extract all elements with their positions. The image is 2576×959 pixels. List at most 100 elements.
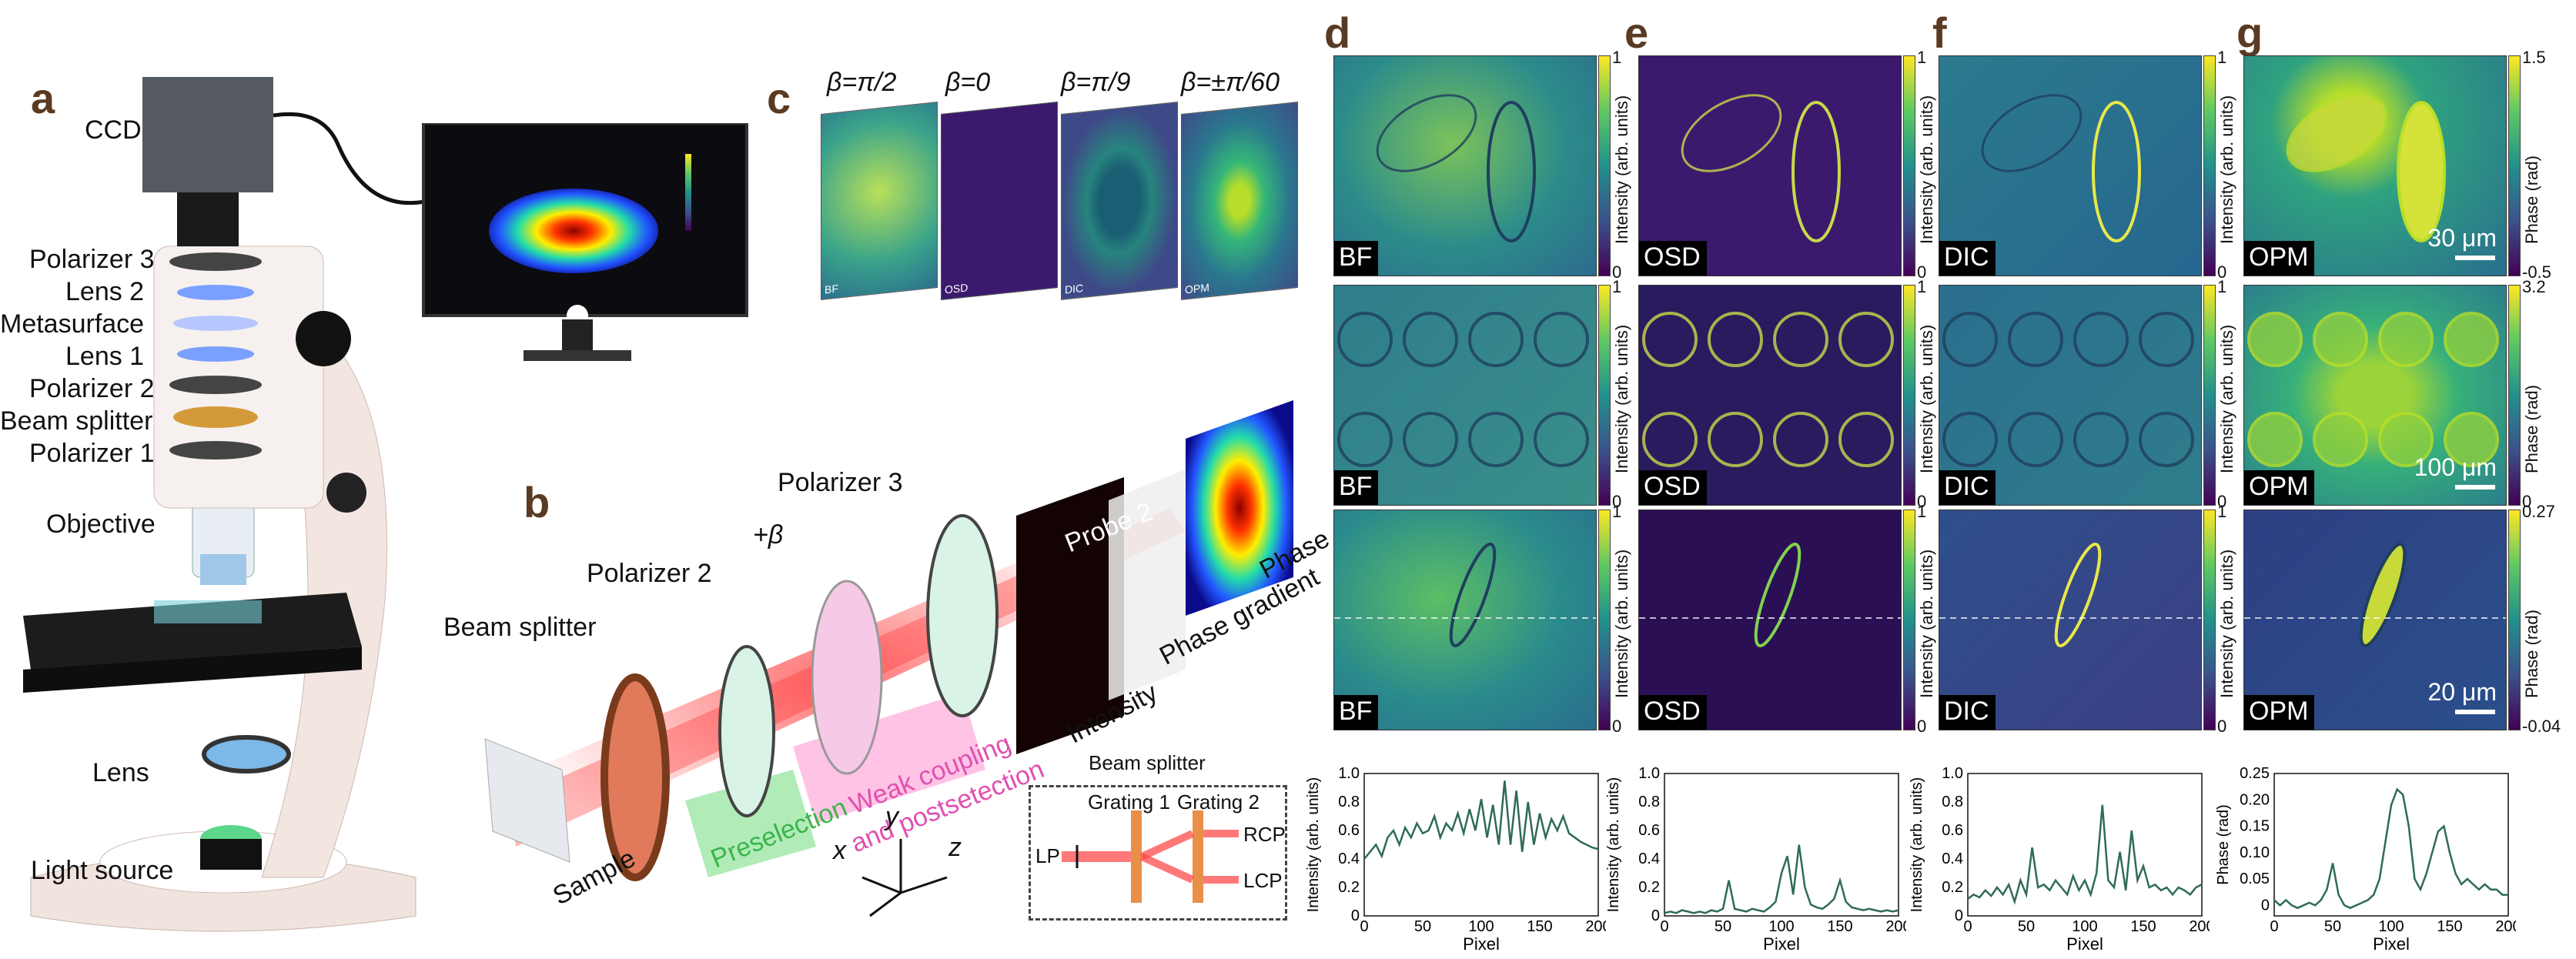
- label-polarizer-3: Polarizer 3: [29, 245, 155, 274]
- series-line: [1363, 780, 1599, 860]
- x-tick-label: 50: [1715, 918, 1731, 935]
- image-tag: DIC: [1939, 695, 1996, 730]
- cell-shapes: [1376, 94, 1536, 242]
- beta-tag-osd: OSD: [945, 281, 969, 296]
- plot-frame: [1363, 773, 1599, 917]
- x-axis-label: Pixel: [2066, 934, 2103, 954]
- colorbar-title: Intensity (arb. units): [1612, 549, 1631, 698]
- inset-diagram: [1062, 810, 1239, 903]
- colorbar: [2508, 285, 2521, 506]
- image-tag: DIC: [1939, 470, 1996, 505]
- cell-shapes: [1337, 312, 1589, 467]
- label-lens: Lens: [92, 758, 149, 787]
- beta-tag-opm: OPM: [1185, 281, 1209, 296]
- image-dic-row-1: DIC: [1939, 55, 2202, 276]
- colorbar-title: Intensity (arb. units): [1612, 324, 1631, 473]
- y-tick-label: 0.05: [2240, 870, 2270, 887]
- image-osd-row-3: OSD: [1638, 510, 1902, 730]
- colorbar-title: Intensity (arb. units): [1917, 324, 1936, 473]
- colorbar-min: 0: [1612, 492, 1622, 511]
- y-tick-label: 0.25: [2240, 766, 2270, 782]
- colorbar-min: 0: [1612, 717, 1622, 736]
- y-axis-label: Intensity (arb. units): [1909, 777, 1925, 913]
- optical-setup-illustration: [477, 400, 1293, 881]
- x-axis-label: Pixel: [1463, 934, 1500, 954]
- image-opm-row-3: OPM 20 μm: [2243, 510, 2507, 730]
- scale-bar: [2455, 485, 2495, 490]
- y-tick-label: 0.2: [1942, 879, 1963, 896]
- inset-title: Beam splitter: [1089, 751, 1206, 774]
- colorbar: [1903, 510, 1915, 730]
- beta-tag-dic: DIC: [1065, 281, 1084, 296]
- colorbar-title: Intensity (arb. units): [1917, 549, 1936, 698]
- cell-shapes: [1939, 542, 2201, 648]
- x-axis-label: Pixel: [1763, 934, 1800, 954]
- x-tick-label: 100: [1468, 918, 1494, 935]
- label-lens-2: Lens 2: [65, 277, 145, 306]
- cell-shapes: [1681, 94, 1841, 242]
- y-tick-label: 0.20: [2240, 791, 2270, 808]
- y-axis-label: Intensity (arb. units): [1306, 777, 1322, 913]
- image-bf-row-3: BF: [1333, 510, 1597, 730]
- colorbar: [2203, 55, 2216, 276]
- y-tick-label: 0: [1955, 907, 1963, 924]
- x-tick-label: 100: [2072, 918, 2097, 935]
- cell-shapes: [1642, 312, 1894, 467]
- colorbar-title: Phase (rad): [2522, 385, 2541, 473]
- image-opm-row-2: OPM 100 μm: [2243, 285, 2507, 506]
- x-tick-label: 150: [2437, 918, 2462, 935]
- image-tag: OPM: [2244, 241, 2315, 276]
- line-chart-e: 0 50 100 150 200 0 0.2 0.4 0.6 0.8 1.0 Pixel Intensi…: [1606, 766, 1906, 954]
- colorbar-max: 1: [1917, 277, 1927, 296]
- x-tick-label: 0: [2270, 918, 2278, 935]
- cell-shapes: [2286, 94, 2446, 242]
- x-tick-label: 0: [1963, 918, 1972, 935]
- axis-z-label: z: [948, 833, 962, 862]
- image-osd-row-1: OSD: [1638, 55, 1902, 276]
- x-tick-label: 50: [2018, 918, 2035, 935]
- colorbar-max: 1: [1612, 277, 1622, 296]
- colorbar-title: Phase (rad): [2522, 610, 2541, 698]
- x-tick-label: 200: [1885, 918, 1906, 935]
- colorbar-max: 0.27: [2522, 502, 2555, 521]
- y-tick-label: 0: [1651, 907, 1660, 924]
- line-chart-f: 0 50 100 150 200 0 0.2 0.4 0.6 0.8 1.0 Pixel Intensi…: [1909, 766, 2210, 954]
- plot-frame: [2273, 773, 2509, 917]
- plot-frame: [1664, 773, 1899, 917]
- x-tick-label: 0: [1660, 918, 1668, 935]
- x-tick-label: 0: [1360, 918, 1368, 935]
- x-tick-label: 150: [1827, 918, 1852, 935]
- y-tick-label: 0.4: [1942, 850, 1963, 867]
- beta-image-osd: OSD: [941, 102, 1058, 300]
- series-line: [1967, 804, 2203, 905]
- cell-shapes: [2247, 312, 2499, 467]
- label-metasurface: Metasurface: [0, 309, 145, 339]
- image-tag: BF: [1334, 470, 1379, 505]
- label-ccd: CCD: [85, 115, 142, 145]
- panel-label-e: e: [1624, 8, 1649, 57]
- image-tag: DIC: [1939, 241, 1996, 276]
- x-tick-label: 150: [2130, 918, 2156, 935]
- inset-grating-1: Grating 1: [1088, 790, 1170, 814]
- beta-image-dic: DIC: [1061, 102, 1178, 300]
- y-axis-label: Intensity (arb. units): [1606, 777, 1622, 913]
- label-beta: +β: [753, 520, 784, 550]
- image-tag: OPM: [2244, 470, 2315, 505]
- colorbar: [1598, 55, 1611, 276]
- y-tick-label: 0.6: [1338, 822, 1360, 839]
- label-setup-beam-splitter: Beam splitter: [443, 613, 597, 642]
- colorbar-min: -0.04: [2522, 717, 2561, 736]
- beta-image-opm: OPM: [1181, 102, 1298, 300]
- x-tick-label: 150: [1527, 918, 1552, 935]
- colorbar: [2203, 510, 2216, 730]
- axis-x-label: x: [833, 836, 846, 865]
- plot-frame: [1967, 773, 2203, 917]
- image-dic-row-2: DIC: [1939, 285, 2202, 506]
- cell-shapes: [1981, 94, 2141, 242]
- y-tick-label: 0.8: [1338, 794, 1360, 810]
- image-tag: OPM: [2244, 695, 2315, 730]
- image-tag: BF: [1334, 695, 1379, 730]
- colorbar: [2508, 510, 2521, 730]
- label-objective: Objective: [46, 510, 156, 539]
- label-setup-polarizer-3: Polarizer 3: [778, 468, 903, 497]
